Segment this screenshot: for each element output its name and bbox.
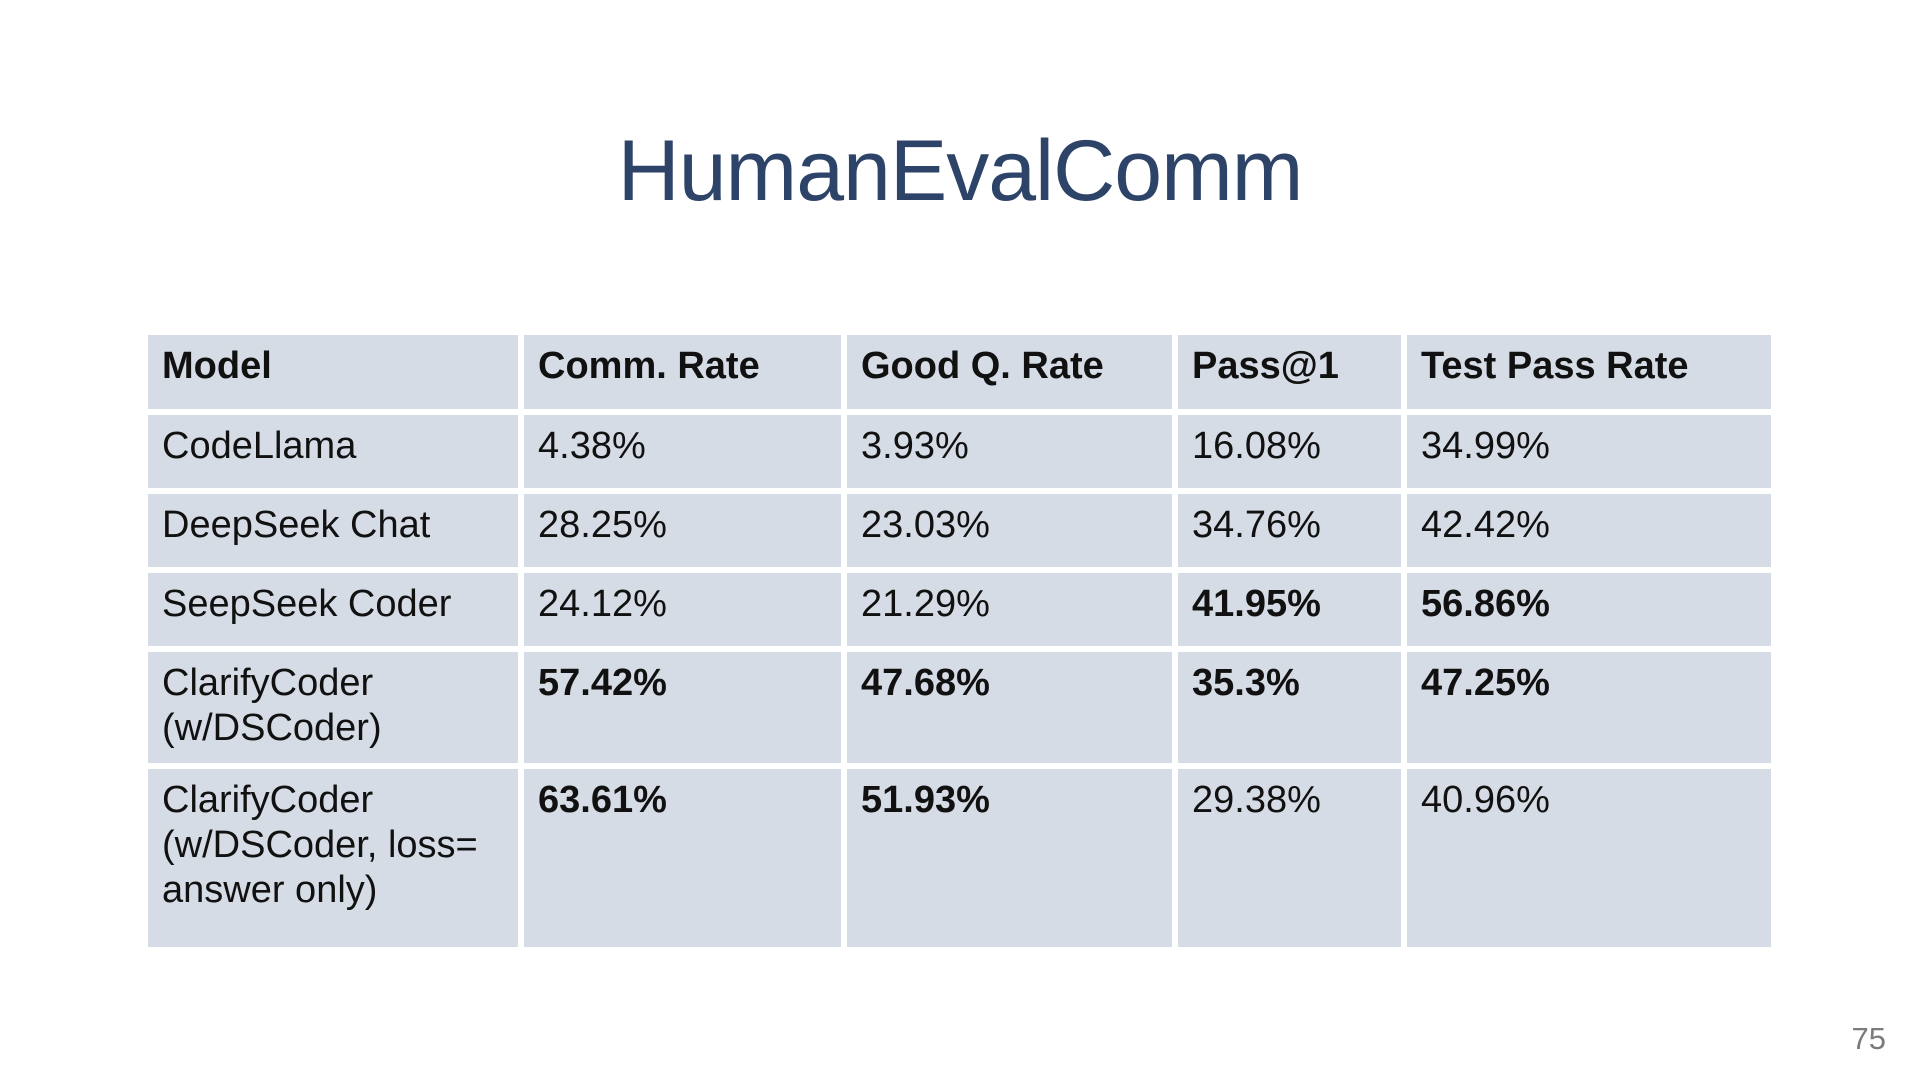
value-cell: 24.12% [524, 573, 841, 646]
value-cell: 34.99% [1407, 415, 1771, 488]
model-cell: DeepSeek Chat [148, 494, 518, 567]
value-cell: 63.61% [524, 769, 841, 947]
value-cell: 51.93% [847, 769, 1172, 947]
value-cell: 56.86% [1407, 573, 1771, 646]
value-cell: 21.29% [847, 573, 1172, 646]
value-cell: 47.25% [1407, 652, 1771, 763]
slide-title: HumanEvalComm [617, 123, 1304, 219]
value-cell: 28.25% [524, 494, 841, 567]
header-cell-comm-rate: Comm. Rate [524, 335, 841, 409]
model-cell: SeepSeek Coder [148, 573, 518, 646]
value-cell: 4.38% [524, 415, 841, 488]
value-cell: 23.03% [847, 494, 1172, 567]
header-cell-model: Model [148, 335, 518, 409]
value-cell: 47.68% [847, 652, 1172, 763]
value-cell: 42.42% [1407, 494, 1771, 567]
value-cell: 41.95% [1178, 573, 1401, 646]
value-cell: 3.93% [847, 415, 1172, 488]
header-cell-pass-at-1: Pass@1 [1178, 335, 1401, 409]
value-cell: 35.3% [1178, 652, 1401, 763]
header-cell-good-q-rate: Good Q. Rate [847, 335, 1172, 409]
value-cell: 29.38% [1178, 769, 1401, 947]
results-table: Model Comm. Rate Good Q. Rate Pass@1 Tes… [148, 335, 1771, 947]
value-cell: 57.42% [524, 652, 841, 763]
value-cell: 34.76% [1178, 494, 1401, 567]
model-cell: ClarifyCoder (w/DSCoder) [148, 652, 518, 763]
model-cell: ClarifyCoder (w/DSCoder, loss= answer on… [148, 769, 518, 947]
model-cell: CodeLlama [148, 415, 518, 488]
value-cell: 16.08% [1178, 415, 1401, 488]
page-number: 75 [1851, 1021, 1886, 1056]
value-cell: 40.96% [1407, 769, 1771, 947]
header-cell-test-pass-rate: Test Pass Rate [1407, 335, 1771, 409]
